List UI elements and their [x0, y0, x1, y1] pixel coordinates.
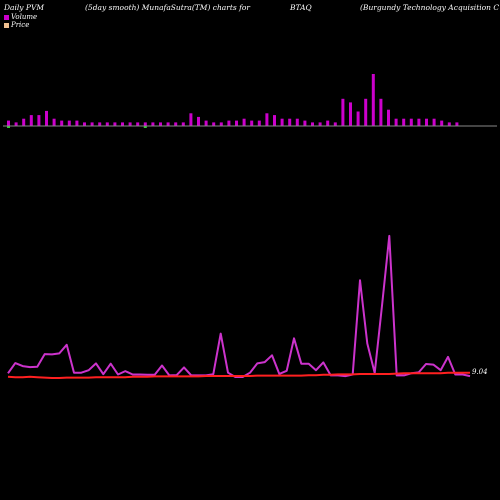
volume-bar — [227, 120, 231, 126]
volume-bar — [242, 118, 246, 126]
volume-bar — [151, 122, 155, 126]
volume-bar — [311, 122, 314, 126]
volume-bar — [197, 116, 200, 126]
current-price-label: 9.04 — [472, 368, 488, 376]
chart-subtitle: (5day smooth) MunafaSutra(TM) charts for — [85, 3, 250, 12]
volume-bar — [174, 122, 178, 126]
volume-bar — [98, 122, 102, 126]
volume-bar — [455, 122, 459, 126]
volume-bar — [75, 120, 79, 126]
volume-bar — [136, 122, 140, 126]
volume-bar — [159, 122, 162, 126]
volume-bars — [7, 74, 459, 128]
volume-bar — [341, 98, 345, 126]
volume-bar — [60, 120, 64, 126]
chart-title: Daily PVM — [4, 3, 45, 12]
company-name: (Burgundy Technology Acquisition C — [360, 3, 500, 12]
volume-bar-down — [143, 126, 147, 128]
volume-bar — [387, 109, 390, 126]
volume-bar — [333, 122, 337, 126]
volume-bar — [14, 122, 18, 126]
volume-bar — [288, 118, 292, 126]
volume-bar — [143, 122, 147, 126]
volume-bar — [250, 120, 254, 126]
volume-bar — [402, 118, 406, 126]
volume-bar — [409, 118, 413, 126]
volume-bar — [265, 113, 269, 126]
volume-bar — [257, 120, 261, 126]
volume-bar — [189, 113, 193, 126]
volume-bar — [394, 118, 398, 126]
volume-bar — [280, 118, 284, 126]
volume-bar — [37, 115, 41, 126]
volume-bar — [67, 120, 71, 126]
volume-bar — [105, 122, 109, 126]
volume-bar — [440, 120, 444, 126]
volume-bar — [29, 115, 33, 126]
volume-swatch-icon — [4, 14, 9, 20]
legend-volume-label: Volume — [11, 13, 38, 21]
pvm-line — [7, 234, 471, 378]
volume-bar — [371, 74, 375, 126]
volume-bar — [356, 111, 360, 126]
volume-bar — [181, 122, 185, 126]
volume-bar — [52, 118, 56, 126]
price-line — [7, 371, 470, 379]
volume-bar — [295, 118, 299, 126]
volume-bar — [7, 120, 10, 126]
volume-bar — [379, 98, 383, 126]
volume-bar — [318, 122, 322, 126]
volume-bar — [447, 122, 451, 126]
volume-bar — [235, 120, 238, 126]
volume-bar — [219, 122, 223, 126]
volume-bar — [273, 115, 276, 126]
volume-bar — [121, 122, 124, 126]
volume-bar — [22, 118, 26, 126]
legend-price: Price — [4, 21, 29, 29]
volume-bar — [417, 118, 421, 126]
volume-bar — [128, 122, 132, 126]
ticker-symbol: BTAQ — [290, 3, 312, 12]
volume-bar — [425, 118, 428, 126]
price-swatch-icon — [4, 22, 9, 28]
volume-bar — [83, 122, 86, 126]
volume-bar — [326, 120, 330, 126]
legend-volume: Volume — [4, 13, 37, 21]
volume-bar — [349, 102, 352, 126]
volume-bar — [90, 122, 94, 126]
volume-bar — [212, 122, 216, 126]
volume-bar-down — [7, 126, 10, 128]
volume-bar — [364, 98, 368, 126]
volume-bar — [303, 120, 307, 126]
volume-bar — [166, 122, 170, 126]
volume-bar — [45, 110, 48, 126]
volume-bar — [432, 118, 436, 126]
volume-bar — [204, 120, 208, 126]
volume-bar — [113, 122, 117, 126]
legend-price-label: Price — [11, 21, 30, 29]
